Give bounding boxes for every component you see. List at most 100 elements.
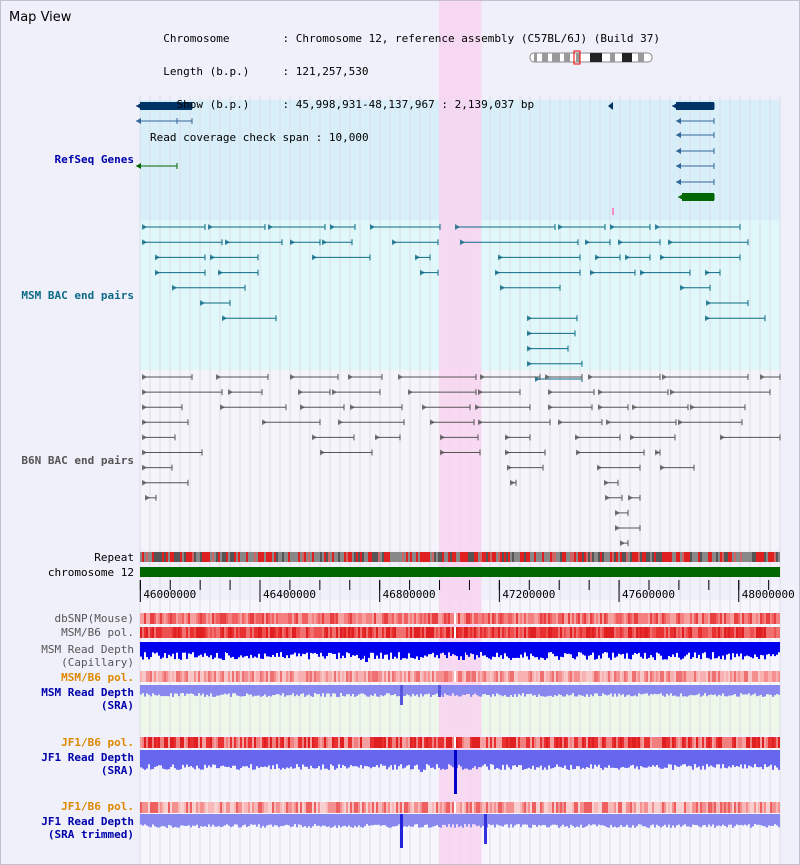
read-depth-bar [264,642,266,654]
read-depth-bar [756,750,758,768]
polymorphism-cell [298,802,300,813]
read-depth-bar [258,642,260,654]
read-depth-bar [542,642,544,659]
read-depth-bar [700,750,702,770]
polymorphism-cell [552,613,554,624]
read-depth-bar [164,750,166,770]
repeat-segment [148,552,150,562]
read-depth-bar [494,642,496,657]
polymorphism-cell [526,613,528,624]
pair-end-marker [478,419,483,426]
read-depth-bar [428,685,430,694]
read-depth-bar [636,750,638,767]
polymorphism-cell [280,627,282,638]
polymorphism-cell [616,613,618,624]
read-depth-bar [416,750,418,765]
read-depth-bar [534,685,536,696]
read-depth-bar [432,642,434,653]
read-depth-bar [584,814,586,828]
pair-end-marker [495,269,500,276]
read-depth-bar [778,750,780,770]
read-depth-bar [264,814,266,828]
read-depth-bar [760,642,762,655]
repeat-segment [212,552,214,562]
polymorphism-cell [292,802,294,813]
polymorphism-cell [484,737,486,748]
polymorphism-cell [214,627,216,638]
repeat-segment [398,552,400,562]
read-depth-bar [694,750,696,765]
polymorphism-cell [644,671,646,682]
polymorphism-cell [440,627,442,638]
polymorphism-cell [204,802,206,813]
polymorphism-cell [366,737,368,748]
read-depth-bar [242,642,244,658]
track-label-chromosome: chromosome 12 [47,566,134,579]
polymorphism-cell [468,613,470,624]
track-label-b6n-bac[interactable]: B6N BAC end pairs [21,454,134,467]
polymorphism-cell [224,737,226,748]
read-depth-bar [710,685,712,695]
polymorphism-cell [494,737,496,748]
axis-tick-label: 47600000 [622,588,675,601]
polymorphism-cell [212,737,214,748]
read-depth-bar [258,814,260,825]
read-depth-bar [750,814,752,828]
polymorphism-cell [310,671,312,682]
read-depth-bar [286,814,288,825]
polymorphism-cell [584,671,586,682]
read-depth-bar [488,685,490,696]
read-depth-bar [556,642,558,657]
polymorphism-cell [290,802,292,813]
read-depth-bar [376,750,378,766]
read-depth-bar [380,642,382,653]
read-depth-bar [318,750,320,767]
repeat-segment [434,552,436,562]
repeat-segment [240,552,242,562]
polymorphism-cell [732,627,734,638]
read-depth-bar [424,814,426,825]
read-depth-bar [396,642,398,659]
polymorphism-cell [604,802,606,813]
repeat-segment [622,552,624,562]
polymorphism-cell [656,802,658,813]
repeat-segment [420,552,422,562]
read-depth-bar [548,685,550,696]
read-depth-bar [618,814,620,827]
read-depth-bar [696,750,698,768]
read-depth-bar [298,685,300,697]
polymorphism-cell [622,613,624,624]
read-depth-bar [770,750,772,765]
polymorphism-cell [144,671,146,682]
pair-end-marker [678,419,683,426]
show-info-row: Show (b.p.) : 45,998,931-48,137,967 : 2,… [176,98,535,111]
polymorphism-cell [260,737,262,748]
read-depth-bar [418,750,420,770]
polymorphism-cell [152,627,154,638]
read-depth-bar [602,685,604,694]
read-depth-bar [470,750,472,770]
read-depth-bar [626,750,628,769]
polymorphism-cell [482,613,484,624]
read-depth-bar [746,642,748,656]
read-depth-bar [708,685,710,695]
read-depth-bar [502,814,504,827]
polymorphism-cell [508,613,510,624]
track-label-msm-bac[interactable]: MSM BAC end pairs [21,289,134,302]
read-depth-bar [170,642,172,657]
polymorphism-cell [454,802,456,813]
polymorphism-cell [480,802,482,813]
polymorphism-cell [628,671,630,682]
read-depth-bar [586,814,588,827]
repeat-segment [544,552,546,562]
track-label-refseq[interactable]: RefSeq Genes [54,153,134,166]
pair-end-marker [660,464,665,471]
polymorphism-cell [198,671,200,682]
polymorphism-cell [194,627,196,638]
polymorphism-cell [632,737,634,748]
read-depth-bar [552,814,554,825]
read-depth-bar [582,750,584,768]
pair-end-marker [576,449,581,456]
polymorphism-cell [356,671,358,682]
